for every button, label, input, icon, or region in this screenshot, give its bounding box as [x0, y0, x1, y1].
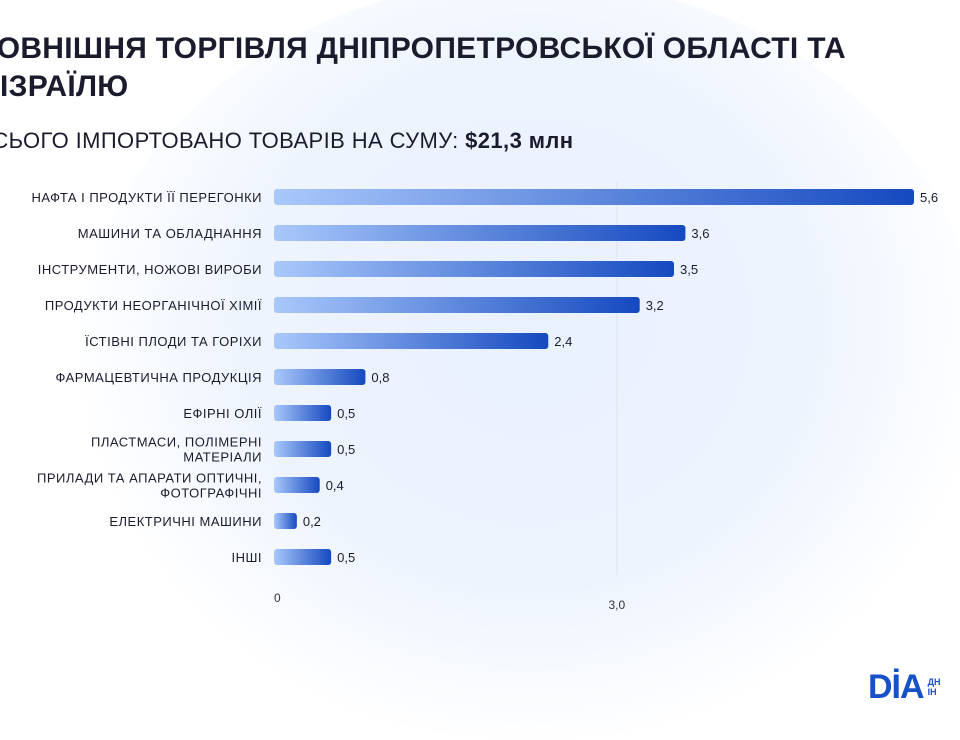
category-label-line: ІНШІ: [231, 550, 262, 565]
subtitle: ВСЬОГО ІМПОРТОВАНО ТОВАРІВ НА СУМУ: $21,…: [0, 126, 878, 156]
value-label-9: 0,2: [303, 514, 321, 529]
bar-8: [274, 477, 320, 493]
value-label-4: 2,4: [554, 334, 572, 349]
category-label-8: ПРИЛАДИ ТА АПАРАТИ ОПТИЧНІ, ФОТОГРАФІЧНІ: [37, 471, 262, 501]
bar-10: [274, 549, 332, 565]
bar-7: [274, 441, 332, 457]
logo-side-text: ДН ІН: [927, 677, 941, 697]
bar-9: [274, 513, 297, 529]
x-tick-label-0: 0: [274, 591, 281, 605]
background-glow: [80, 0, 960, 740]
category-label-line: МАТЕРІАЛИ: [183, 450, 262, 465]
category-label-line: ФАРМАЦЕВТИЧНА ПРОДУКЦІЯ: [56, 370, 262, 385]
bar-0: [274, 189, 914, 205]
value-label-7: 0,5: [337, 442, 355, 457]
bar-2: [274, 261, 674, 277]
category-label-3: ПРОДУКТИ НЕОРГАНІЧНОЇ ХІМІЇ: [45, 298, 262, 313]
category-label-line: МАШИНИ ТА ОБЛАДНАННЯ: [78, 226, 262, 241]
logo-text: DİA: [868, 668, 925, 706]
value-label-5: 0,8: [371, 370, 389, 385]
x-tick-label-1: 3,0: [609, 598, 626, 612]
dia-logo: DİA ДН ІН: [868, 668, 960, 706]
category-label-line: ЕЛЕКТРИЧНІ МАШИНИ: [109, 514, 262, 529]
category-label-4: ЇСТІВНІ ПЛОДИ ТА ГОРІХИ: [85, 334, 262, 349]
value-label-0: 5,6: [920, 190, 938, 205]
category-label-0: НАФТА І ПРОДУКТИ ЇЇ ПЕРЕГОНКИ: [32, 190, 262, 205]
category-label-10: ІНШІ: [231, 550, 262, 565]
value-label-2: 3,5: [680, 262, 698, 277]
subtitle-prefix: ВСЬОГО ІМПОРТОВАНО ТОВАРІВ НА СУМУ:: [0, 128, 466, 153]
category-label-line: ПРОДУКТИ НЕОРГАНІЧНОЇ ХІМІЇ: [45, 298, 262, 313]
category-label-6: ЕФІРНІ ОЛІЇ: [183, 406, 262, 421]
category-label-line: ЇСТІВНІ ПЛОДИ ТА ГОРІХИ: [85, 334, 262, 349]
category-label-5: ФАРМАЦЕВТИЧНА ПРОДУКЦІЯ: [56, 370, 262, 385]
bar-6: [274, 405, 332, 421]
category-label-2: ІНСТРУМЕНТИ, НОЖОВІ ВИРОБИ: [38, 262, 262, 277]
bar-5: [274, 369, 366, 385]
bar-1: [274, 225, 686, 241]
category-label-line: ФОТОГРАФІЧНІ: [160, 486, 262, 501]
value-label-10: 0,5: [337, 550, 355, 565]
value-label-8: 0,4: [326, 478, 344, 493]
category-label-line: ІНСТРУМЕНТИ, НОЖОВІ ВИРОБИ: [38, 262, 262, 277]
subtitle-total: $21,3 млн: [465, 128, 574, 153]
value-label-3: 3,2: [646, 298, 664, 313]
page-title: ЗОВНІШНЯ ТОРГІВЛЯ ДНІПРОПЕТРОВСЬКОЇ ОБЛА…: [0, 32, 846, 103]
value-label-6: 0,5: [337, 406, 355, 421]
category-label-1: МАШИНИ ТА ОБЛАДНАННЯ: [78, 226, 262, 241]
bar-chart: 5,6 НАФТА І ПРОДУКТИ ЇЇ ПЕРЕГОНКИ 3,6 МАШИН…: [32, 182, 938, 612]
bar-4: [274, 333, 549, 349]
category-label-7: ПЛАСТМАСИ, ПОЛІМЕРНІ МАТЕРІАЛИ: [91, 435, 262, 465]
category-label-line: ПРИЛАДИ ТА АПАРАТИ ОПТИЧНІ,: [37, 471, 262, 486]
category-label-line: НАФТА І ПРОДУКТИ ЇЇ ПЕРЕГОНКИ: [32, 190, 262, 205]
category-label-line: ЕФІРНІ ОЛІЇ: [183, 406, 262, 421]
category-label-line: ПЛАСТМАСИ, ПОЛІМЕРНІ: [91, 435, 262, 450]
value-label-1: 3,6: [691, 226, 709, 241]
bar-3: [274, 297, 640, 313]
category-label-9: ЕЛЕКТРИЧНІ МАШИНИ: [109, 514, 262, 529]
